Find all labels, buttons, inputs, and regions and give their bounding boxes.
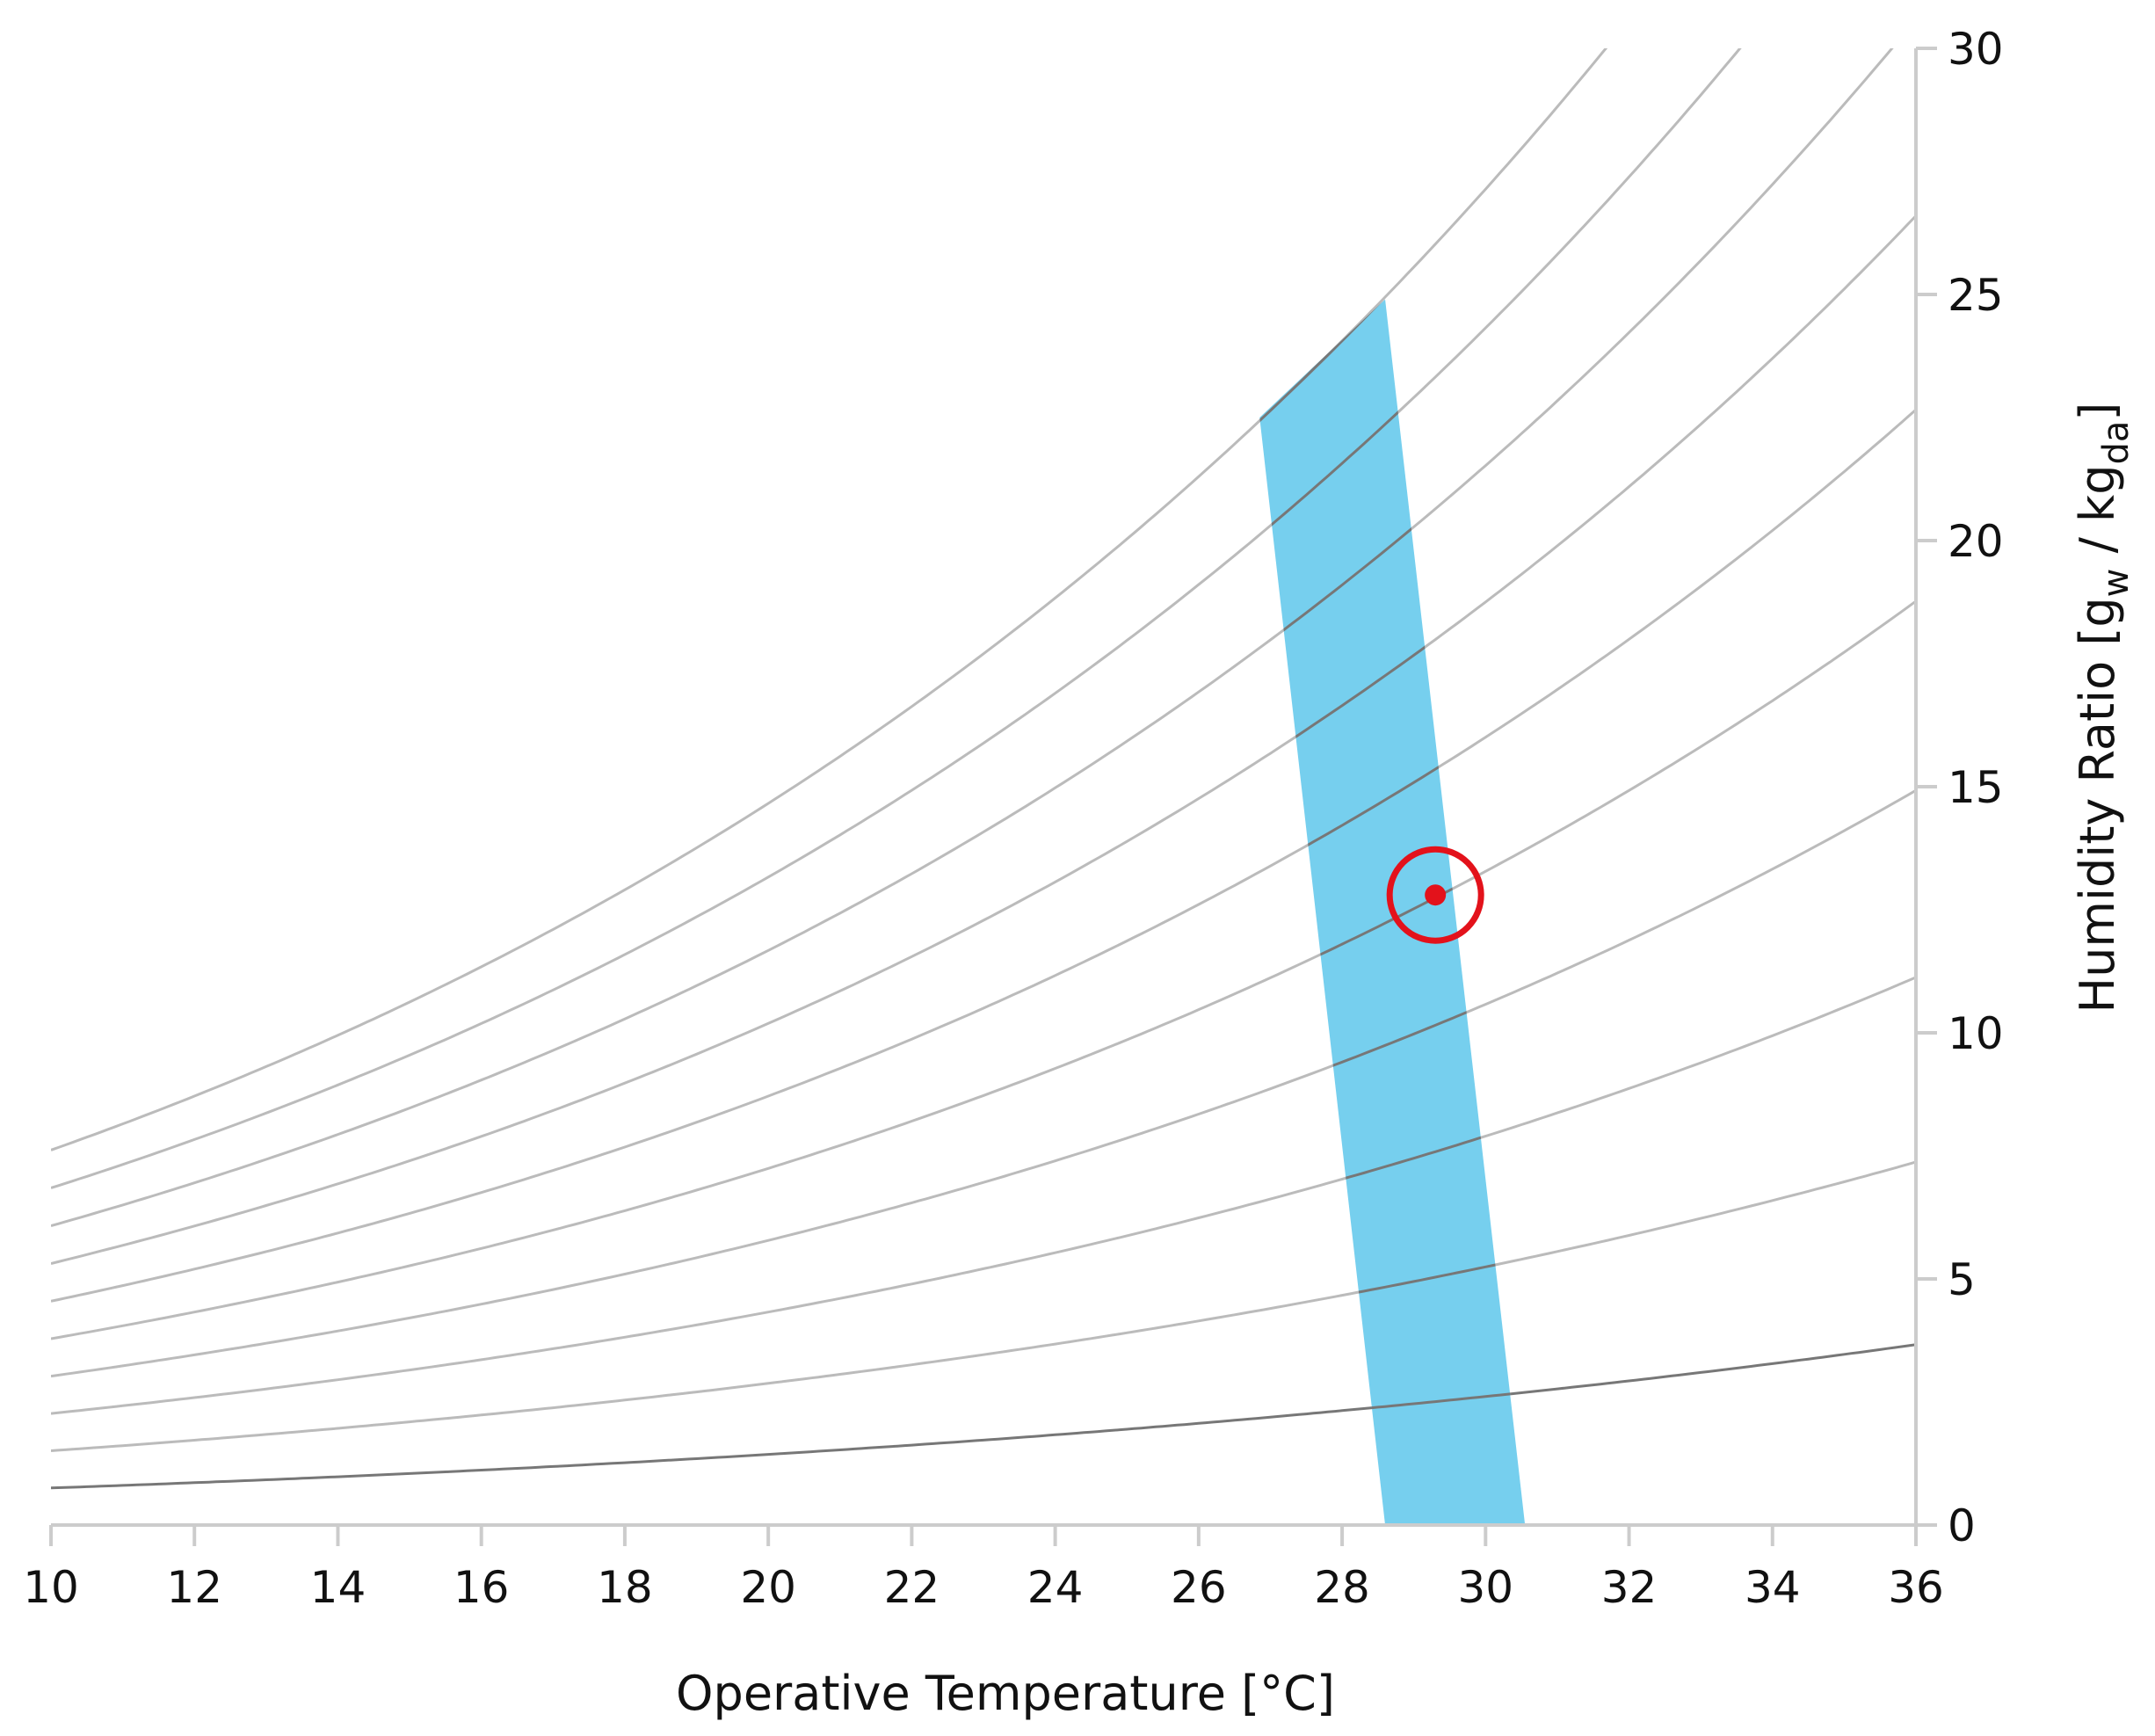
y-tick-label: 25	[1948, 270, 2004, 321]
marker-ring	[1386, 846, 1484, 944]
rh-curve-80	[51, 48, 1894, 1228]
relative-humidity-curves	[51, 48, 1916, 1490]
x-tick-label: 20	[740, 1562, 796, 1613]
y-tick-label: 10	[1948, 1008, 2004, 1059]
y-axis-ticks: 0 5 10 15 20 25 30	[1916, 24, 2004, 1551]
rh-curve-50	[51, 599, 1916, 1340]
rh-curve-20-in-zone	[1259, 1160, 1526, 1452]
x-tick-label: 30	[1457, 1562, 1513, 1613]
rh-curve-50-in-zone	[1259, 599, 1526, 1340]
y-axis-title: Humidity Ratio [gw / kgda]	[2070, 403, 2137, 1013]
x-tick-label: 10	[23, 1562, 79, 1613]
x-axis-title: Operative Temperature [°C]	[676, 1666, 1335, 1721]
x-tick-label: 34	[1745, 1562, 1801, 1613]
x-axis-ticks: 10 12 14 16 18 20 22 24 26 28 30 32 34 36	[23, 1525, 1944, 1613]
y-tick-label: 20	[1948, 516, 2004, 567]
y-tick-label: 15	[1948, 762, 2004, 813]
y-tick-label: 0	[1948, 1500, 1976, 1551]
rh-curve-30-in-zone	[1259, 976, 1526, 1415]
rh-curve-40	[51, 788, 1916, 1378]
rh-curve-90	[51, 48, 1742, 1189]
rh-curve-10-in-zone	[1259, 1343, 1526, 1490]
current-condition-marker	[1386, 846, 1484, 944]
y-tick-label: 30	[1948, 24, 2004, 75]
x-tick-label: 12	[166, 1562, 222, 1613]
rh-curve-10	[51, 1343, 1916, 1490]
rh-curve-60-in-zone	[1259, 408, 1526, 1303]
x-tick-label: 24	[1027, 1562, 1084, 1613]
rh-curve-20	[51, 1160, 1916, 1452]
y-tick-label: 5	[1948, 1254, 1976, 1305]
x-tick-label: 18	[597, 1562, 653, 1613]
rh-curve-100-in-zone	[1259, 299, 1526, 1151]
x-tick-label: 16	[453, 1562, 510, 1613]
marker-dot	[1425, 884, 1447, 906]
x-tick-label: 36	[1888, 1562, 1944, 1613]
x-tick-label: 32	[1601, 1562, 1658, 1613]
rh-curve-90-in-zone	[1259, 299, 1526, 1189]
x-tick-label: 28	[1314, 1562, 1370, 1613]
rh-curve-70-in-zone	[1259, 299, 1526, 1265]
x-tick-label: 14	[310, 1562, 366, 1613]
rh-curve-70	[51, 214, 1916, 1265]
x-tick-label: 26	[1171, 1562, 1227, 1613]
rh-curve-30	[51, 976, 1916, 1415]
rh-curve-40-in-zone	[1259, 788, 1526, 1378]
x-tick-label: 22	[884, 1562, 940, 1613]
rh-curve-60	[51, 408, 1916, 1303]
rh-curve-80-in-zone	[1259, 299, 1526, 1228]
rh-curve-100	[51, 48, 1608, 1151]
